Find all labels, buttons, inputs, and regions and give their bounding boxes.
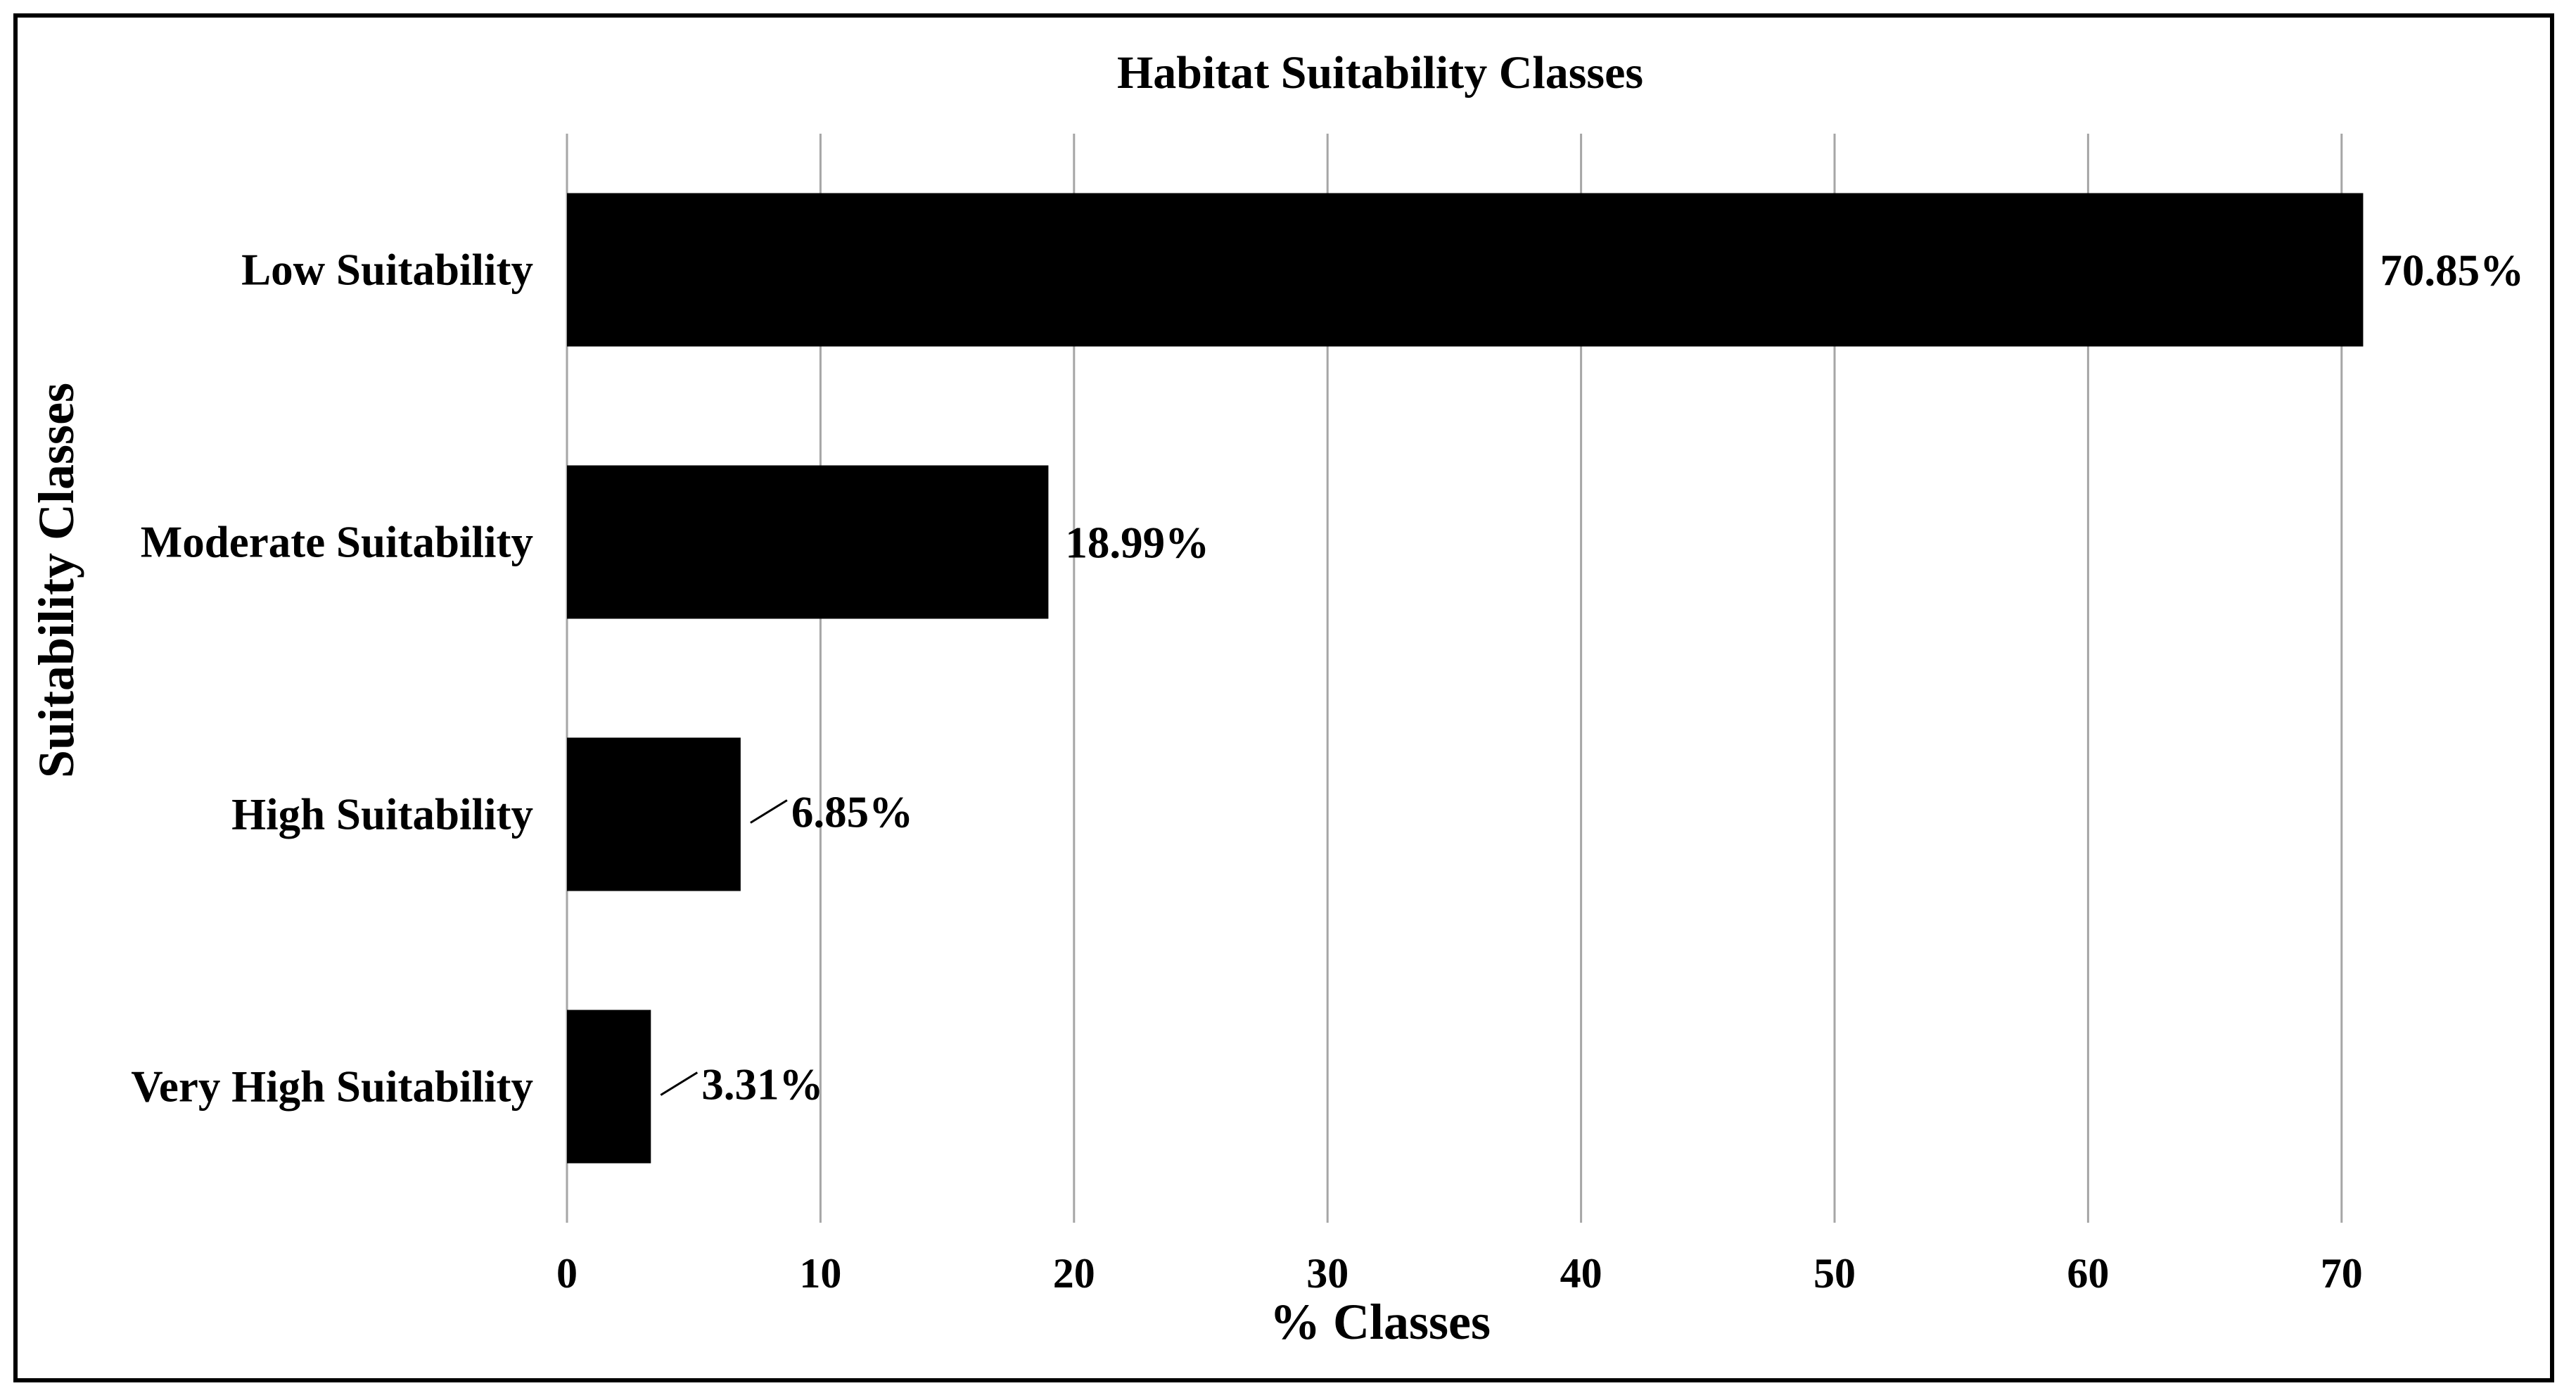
category-label: High Suitability [231,790,533,839]
leader-line [750,799,788,824]
bar [567,193,2364,347]
x-axis-title: % Classes [1270,1294,1491,1350]
data-label: 18.99% [1065,518,1209,568]
x-tick-label: 60 [2067,1250,2109,1297]
x-tick-label: 0 [556,1250,578,1297]
data-label: 6.85% [791,788,913,837]
category-label: Low Suitability [241,246,533,295]
category-label: Very High Suitability [131,1062,533,1112]
x-tick-label: 10 [799,1250,841,1297]
chart-title: Habitat Suitability Classes [1117,47,1643,98]
data-label: 3.31% [701,1060,823,1109]
x-tick-label: 20 [1053,1250,1095,1297]
leader-line [660,1071,699,1096]
x-tick-label: 50 [1813,1250,1856,1297]
x-tick-label: 40 [1560,1250,1602,1297]
y-axis-title: Suitability Classes [28,383,84,778]
x-tick-label: 70 [2321,1250,2363,1297]
bar [567,737,741,891]
bar [567,1010,651,1164]
data-label: 70.85% [2380,246,2524,295]
category-labels: Low Suitability Moderate Suitability High … [131,246,533,1112]
category-label: Moderate Suitability [141,518,533,567]
x-tick-labels: 0 10 20 30 40 50 60 70 [556,1250,2363,1297]
data-labels: 70.85% 18.99% 6.85% 3.31% [660,246,2524,1109]
x-tick-label: 30 [1306,1250,1348,1297]
bar [567,465,1049,619]
bars [567,193,2364,1164]
